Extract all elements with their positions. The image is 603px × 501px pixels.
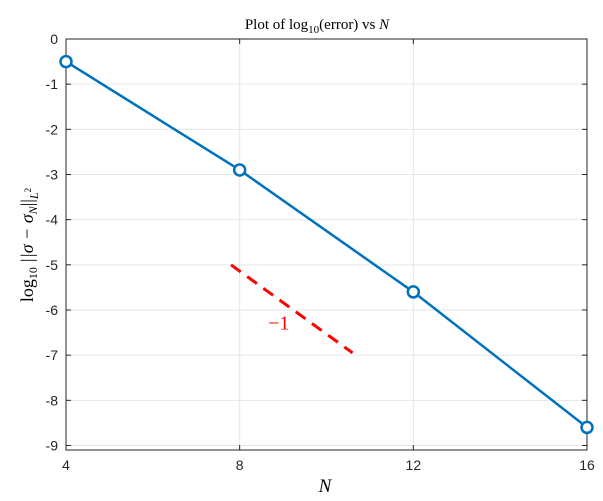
y-tick-label: -4 (46, 212, 59, 228)
data-point (232, 163, 247, 177)
data-point (406, 285, 421, 299)
x-axis-label: N (318, 476, 333, 497)
x-tick-label: 12 (406, 457, 422, 473)
y-tick-label: 0 (50, 31, 58, 47)
plot-area-frame (65, 38, 588, 451)
series-layer (59, 54, 594, 435)
y-tick-label: -2 (46, 121, 59, 137)
axis-ticks: 4 8 12 16 0 -1 -2 -3 -4 -5 -6 -7 -8 -9 (46, 31, 595, 473)
y-axis-label: log10||σ − σN||L2 (17, 188, 41, 302)
reference-slope-line (230, 263, 354, 355)
y-tick-label: -1 (46, 76, 59, 92)
grid (65, 38, 588, 450)
x-tick-label: 8 (236, 457, 244, 473)
y-tick-label: -3 (46, 166, 59, 182)
y-tick-label: -5 (46, 257, 59, 273)
chart-title: Plot of log10(error) vs N (245, 17, 390, 36)
y-tick-label: -7 (46, 347, 59, 363)
reference-slope-layer: −1 (230, 263, 354, 355)
x-tick-label: 4 (62, 457, 70, 473)
data-point (580, 420, 594, 435)
y-tick-label: -8 (46, 392, 59, 408)
data-point (59, 54, 73, 69)
reference-slope-label: −1 (268, 313, 289, 335)
x-tick-label: 16 (579, 457, 595, 473)
y-tick-label: -6 (46, 302, 59, 318)
y-tick-label: -9 (46, 437, 59, 453)
series-line (65, 60, 588, 429)
